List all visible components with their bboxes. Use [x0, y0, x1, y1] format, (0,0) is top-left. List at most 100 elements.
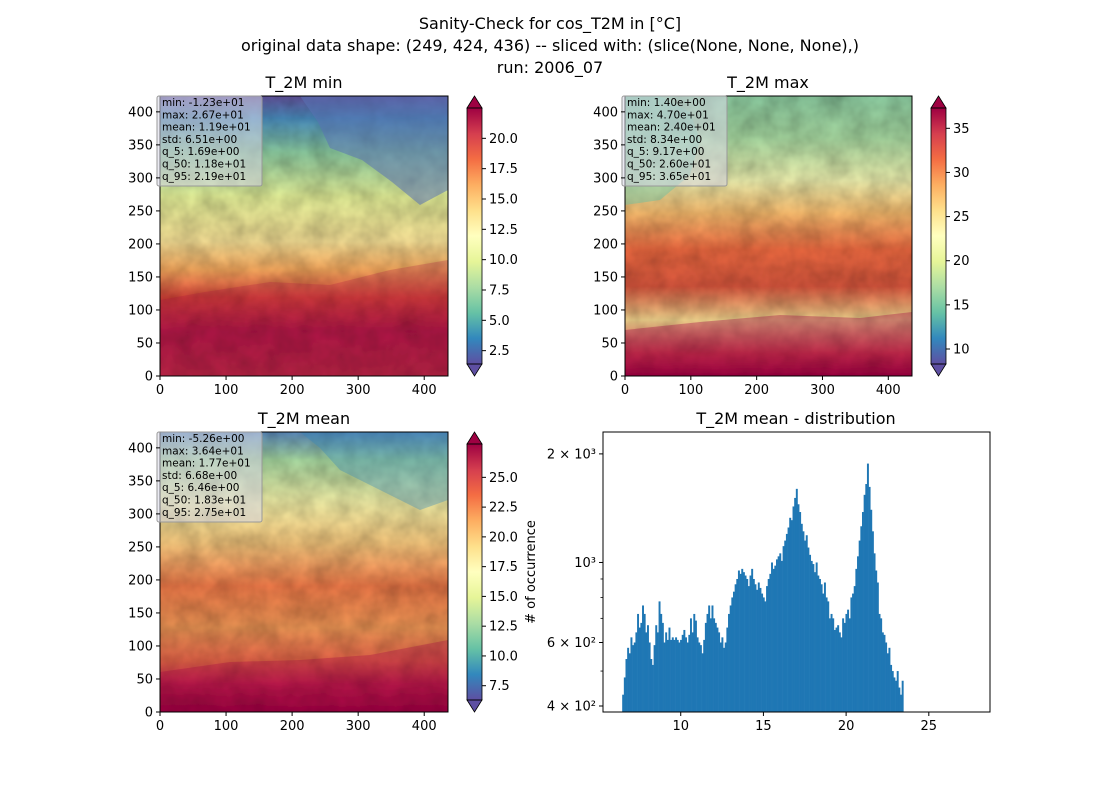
- histogram-bar: [835, 627, 838, 712]
- x-tick-label: 0: [156, 383, 164, 398]
- hist-y-axis-ticks: 4 × 10² 6 × 10² 10³ 2 × 10³: [547, 447, 603, 715]
- histogram-bar: [840, 637, 843, 712]
- colorbar-tick-label: 25: [953, 210, 970, 225]
- histogram-bars: [622, 463, 904, 712]
- y-tick-label: 200: [128, 237, 153, 252]
- axes-frame: [159, 431, 449, 713]
- histogram-bar: [623, 677, 626, 712]
- histogram-bar: [759, 587, 762, 712]
- histogram-bar: [814, 572, 816, 712]
- histogram-bar: [901, 680, 904, 712]
- histogram-bar: [744, 575, 747, 712]
- stat-line: q_95: 2.75e+01: [162, 507, 246, 519]
- histogram-bar: [675, 637, 678, 712]
- colorbar-tick-label: 10.0: [489, 253, 518, 268]
- x-axis-ticks: 0 100 200 300 400: [156, 712, 437, 734]
- chart-title: T_2M mean - distribution: [695, 409, 895, 429]
- histogram-bar: [787, 527, 790, 712]
- histogram-bar: [701, 653, 704, 712]
- histogram-bar: [870, 509, 873, 712]
- histogram-bar: [716, 627, 719, 712]
- histogram-bar: [693, 613, 696, 712]
- panel-title: T_2M min: [264, 73, 342, 93]
- y-tick-label: 100: [593, 303, 618, 318]
- panel-distribution: T_2M mean - distribution 10 15 20 25 4 × 10…: [524, 409, 991, 734]
- histogram-bar: [866, 463, 869, 712]
- histogram-bar: [898, 687, 901, 712]
- histogram-bar: [769, 573, 772, 712]
- histogram-bar: [736, 578, 739, 712]
- histogram-bar: [739, 573, 742, 712]
- colorbar-tick-label: 17.5: [489, 162, 518, 177]
- histogram-bar: [857, 556, 859, 712]
- histogram-bar: [875, 570, 878, 712]
- histogram-bar: [873, 553, 876, 712]
- x-tick-label: 0: [621, 383, 629, 398]
- histogram-bar: [726, 627, 729, 712]
- histogram-bar: [855, 568, 858, 712]
- histogram-bar: [632, 645, 635, 712]
- histogram-bar: [678, 642, 681, 712]
- histogram-bar: [666, 639, 669, 712]
- histogram-bar: [858, 540, 861, 712]
- y-tick-label: 0: [610, 370, 618, 385]
- histogram-bar: [668, 627, 671, 712]
- histogram-bar: [774, 565, 777, 712]
- histogram-bar: [706, 613, 709, 712]
- colorbar: 2.5 5.0 7.5 10.0 12.5 15.0 17.5 20.0: [466, 95, 518, 377]
- histogram-bar: [671, 637, 674, 712]
- colorbar-tick-label: 12.5: [489, 620, 518, 635]
- histogram-bar: [838, 632, 841, 712]
- histogram-bar: [828, 618, 831, 712]
- y-axis-ticks: 0 50 100 150 200 250 300 350 400: [128, 105, 160, 385]
- histogram-bar: [747, 586, 750, 712]
- histogram-bar: [625, 659, 628, 712]
- histogram-bar: [843, 622, 846, 712]
- histogram-bar: [754, 584, 757, 712]
- histogram-bar: [670, 639, 673, 712]
- histogram-bar: [734, 584, 737, 712]
- histogram-bar: [689, 618, 692, 712]
- colorbar-tick-label: 7.5: [489, 283, 510, 298]
- histogram-bar: [711, 605, 714, 712]
- stat-line: q_50: 1.18e+01: [162, 159, 246, 171]
- axes-frame: [624, 95, 913, 377]
- colorbar-tick-label: 12.5: [489, 223, 518, 238]
- histogram-bar: [847, 609, 850, 712]
- colorbar-tick-label: 2.5: [489, 344, 510, 359]
- histogram-bar: [895, 680, 898, 712]
- stat-line: min: -5.26e+00: [162, 433, 244, 445]
- y-tick-label: 350: [128, 474, 153, 489]
- histogram-bar: [772, 568, 775, 712]
- x-tick-label: 400: [412, 719, 437, 734]
- histogram-bar: [792, 506, 795, 712]
- y-tick-label: 250: [128, 540, 153, 555]
- histogram-bar: [830, 613, 833, 712]
- histogram-bar: [685, 637, 687, 712]
- histogram-bar: [640, 622, 643, 712]
- stat-line: max: 4.70e+01: [627, 109, 709, 121]
- colorbar-tick-label: 15.0: [489, 192, 518, 207]
- histogram-bar: [779, 553, 782, 712]
- histogram-bar: [802, 531, 805, 712]
- histogram-bar: [731, 597, 734, 712]
- histogram-bar: [880, 618, 883, 712]
- stat-line: std: 6.51e+00: [162, 134, 237, 146]
- histogram-bar: [863, 494, 866, 712]
- stat-line: min: -1.23e+01: [162, 97, 244, 109]
- histogram-bar: [691, 632, 694, 712]
- colorbar-tick-label: 17.5: [489, 560, 518, 575]
- histogram-bar: [893, 677, 896, 712]
- stat-line: max: 2.67e+01: [162, 109, 244, 121]
- histogram-bar: [861, 512, 864, 712]
- colorbar-tick-label: 35: [953, 122, 970, 137]
- histogram-bar: [833, 629, 836, 712]
- histogram-bar: [751, 568, 754, 712]
- histogram-bar: [658, 601, 661, 712]
- histogram-bar: [699, 645, 702, 712]
- histogram-bar: [818, 578, 821, 712]
- histogram-bar: [789, 517, 792, 712]
